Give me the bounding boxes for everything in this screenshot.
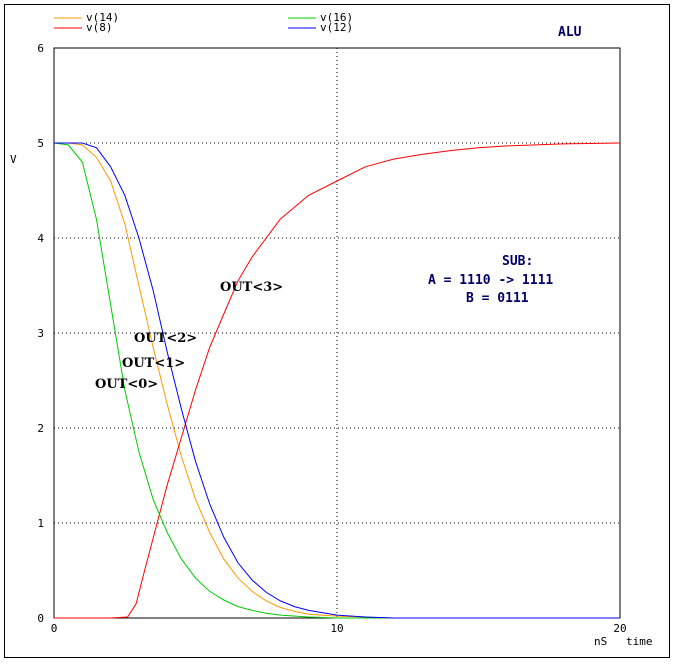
legend-label-v8: v(8) bbox=[86, 21, 113, 34]
sub-line-a: A = 1110 -> 1111 bbox=[428, 273, 553, 288]
legend-label-v14: v(14) bbox=[86, 11, 119, 24]
y-tick-label: 3 bbox=[37, 327, 44, 340]
annotation-out2: OUT<2> bbox=[134, 331, 197, 346]
y-tick-label: 5 bbox=[37, 137, 44, 150]
annotation-out0: OUT<0> bbox=[95, 377, 158, 392]
annotation-out3: OUT<3> bbox=[220, 280, 283, 295]
annotation-out1: OUT<1> bbox=[122, 356, 185, 371]
sub-line-b: B = 0111 bbox=[466, 291, 529, 306]
grid bbox=[54, 48, 620, 618]
y-tick-label: 0 bbox=[37, 612, 44, 625]
series-line-v12 bbox=[54, 142, 620, 619]
x-axis-unit: nS bbox=[594, 635, 607, 648]
outer-border bbox=[4, 4, 670, 658]
y-tick-label: 1 bbox=[37, 517, 44, 530]
series-lines bbox=[53, 142, 621, 619]
legend-label-v16: v(16) bbox=[320, 11, 353, 24]
legend-label-v12: v(12) bbox=[320, 21, 353, 34]
y-axis-label: V bbox=[10, 153, 17, 166]
y-tick-label: 2 bbox=[37, 422, 44, 435]
chart-title: ALU bbox=[558, 25, 582, 40]
series-line-v8 bbox=[54, 142, 621, 619]
tick-labels: 0 1 2 3 4 5 6 0 10 20 bbox=[37, 42, 626, 635]
x-axis-label: time bbox=[626, 635, 653, 648]
x-tick-label: 20 bbox=[613, 622, 626, 635]
sub-title: SUB: bbox=[502, 254, 533, 269]
legend: v(14) v(8) v(16) v(12) bbox=[54, 11, 353, 34]
x-tick-label: 0 bbox=[51, 622, 58, 635]
y-tick-label: 6 bbox=[37, 42, 44, 55]
y-tick-label: 4 bbox=[37, 232, 44, 245]
x-tick-label: 10 bbox=[330, 622, 343, 635]
